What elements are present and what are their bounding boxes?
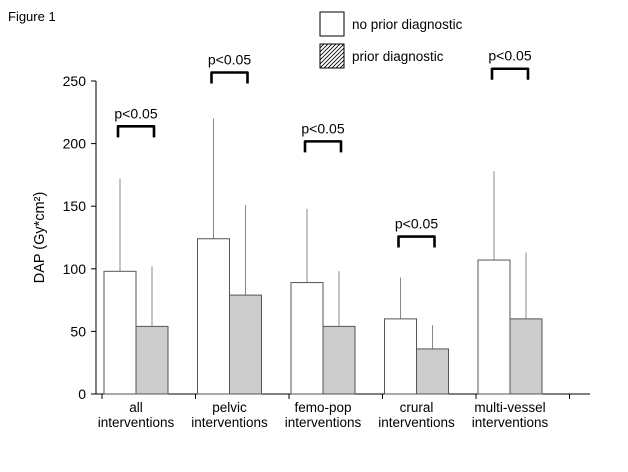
bar-no-prior-diagnostic	[384, 318, 417, 395]
y-tick-label: 0	[78, 386, 86, 402]
significance-label: p<0.05	[114, 105, 157, 121]
bar-prior-diagnostic	[416, 348, 449, 395]
y-axis-title: DAP (Gy*cm²)	[32, 192, 48, 284]
x-category-label: pelvic interventions	[191, 400, 268, 430]
significance-bracket	[303, 140, 343, 153]
x-category-label: femo-pop interventions	[285, 400, 362, 430]
significance-bracket	[210, 71, 249, 84]
y-tick-label: 150	[63, 198, 87, 214]
significance-label: p<0.05	[395, 216, 438, 232]
legend: no prior diagnostic prior diagnostic	[319, 11, 463, 69]
bar-no-prior-diagnostic	[290, 282, 324, 395]
significance-label: p<0.05	[488, 48, 531, 64]
significance-bracket	[116, 125, 156, 138]
axes: 0 50 100 150 200 250 all interventions pelvic int…	[63, 73, 590, 430]
bar-no-prior-diagnostic	[477, 259, 511, 395]
legend-label-prior-diagnostic: prior diagnostic	[352, 49, 444, 64]
y-tick-label: 100	[63, 261, 87, 277]
bar-prior-diagnostic	[509, 318, 543, 395]
bars	[103, 118, 543, 395]
legend-swatch-prior-diagnostic	[319, 43, 345, 69]
bar-no-prior-diagnostic	[103, 270, 137, 395]
significance-label: p<0.05	[301, 120, 344, 136]
x-category-label: multi-vessel interventions	[472, 400, 549, 430]
figure-label: Figure 1	[8, 9, 56, 24]
legend-label-no-prior-diagnostic: no prior diagnostic	[352, 17, 463, 32]
y-tick-label: 250	[63, 73, 87, 89]
y-tick-label: 200	[63, 136, 87, 152]
significance-bracket	[490, 67, 530, 80]
y-tick-label: 50	[70, 323, 86, 339]
bar-prior-diagnostic	[229, 294, 262, 395]
legend-swatch-no-prior-diagnostic	[319, 11, 345, 37]
bar-no-prior-diagnostic	[197, 238, 230, 395]
bar-prior-diagnostic	[322, 325, 356, 395]
x-category-label: all interventions	[98, 400, 175, 430]
significance-annotations: p<0.05 p<0.05 p<0.05 p<0.05 p<0.05	[114, 48, 532, 248]
bar-prior-diagnostic	[135, 325, 169, 395]
significance-label: p<0.05	[208, 52, 251, 68]
x-category-label: crural interventions	[378, 400, 455, 430]
significance-bracket	[397, 235, 436, 248]
